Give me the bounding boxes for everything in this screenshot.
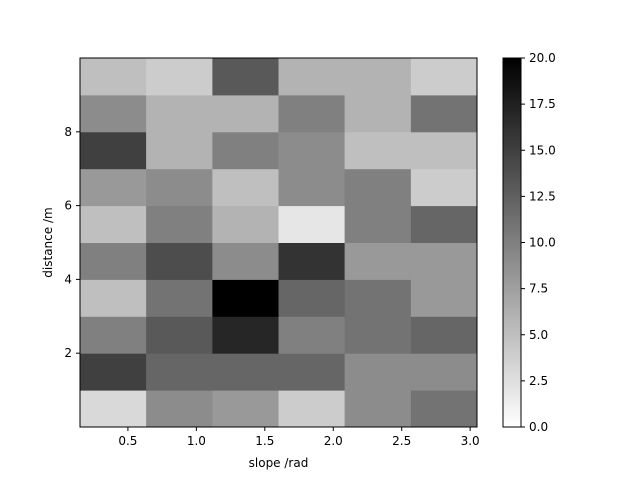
heatmap-cell-r5-c2 [212,205,279,243]
heatmap-cell-r7-c1 [146,131,213,170]
y-tick-label: 2 [64,346,72,360]
x-tick-label: 2.5 [392,434,411,448]
heatmap-cell-r6-c5 [410,168,478,207]
heatmap-cell-r7-c0 [80,131,147,170]
heatmap-cell-r0-c4 [344,390,412,428]
heatmap-cell-r9-c0 [80,58,147,96]
heatmap-cell-r3-c2 [212,279,279,317]
heatmap-cell-r8-c1 [146,94,213,133]
heatmap-cell-r5-c1 [146,205,213,243]
heatmap-cell-r2-c4 [344,316,412,354]
heatmap-cell-r2-c5 [410,316,478,354]
heatmap-cell-r1-c5 [410,353,478,391]
x-tick-label: 3.0 [461,434,480,448]
heatmap-cell-r4-c5 [410,242,478,280]
heatmap-cell-r3-c4 [344,279,412,317]
heatmap-cell-r1-c0 [80,353,147,391]
heatmap-cell-r3-c5 [410,279,478,317]
heatmap-cell-r0-c2 [212,390,279,428]
y-tick-label: 6 [64,199,72,213]
heatmap-cell-r6-c2 [212,168,279,207]
heatmap-cell-r9-c3 [278,58,346,96]
heatmap-cell-r7-c4 [344,131,412,170]
heatmap-cell-r4-c0 [80,242,147,280]
heatmap-cell-r3-c3 [278,279,346,317]
heatmap-cell-r4-c1 [146,242,213,280]
x-tick-label: 1.0 [187,434,206,448]
heatmap-cell-r9-c1 [146,58,213,96]
heatmap-cell-r1-c2 [212,353,279,391]
heatmap-cell-r8-c4 [344,94,412,133]
colorbar-tick-label: 10.0 [529,236,556,250]
heatmap-cell-r6-c0 [80,168,147,207]
heatmap-cell-r2-c3 [278,316,346,354]
heatmap-cell-r9-c5 [410,58,478,96]
heatmap-cell-r5-c0 [80,205,147,243]
heatmap-cell-r5-c5 [410,205,478,243]
x-axis: 0.5 1.0 1.5 2.0 2.5 3.0 [118,427,480,448]
heatmap-cell-r7-c5 [410,131,478,170]
heatmap-cell-r8-c0 [80,94,147,133]
heatmap-cell-r6-c4 [344,168,412,207]
x-axis-label: slope /rad [249,456,309,470]
heatmap-cell-r4-c3 [278,242,346,280]
colorbar-tick-label: 7.5 [529,282,548,296]
colorbar-ticks: 0.0 2.5 5.0 7.5 10.0 12.5 15.0 17.5 20.0 [521,51,556,434]
heatmap-cell-r1-c4 [344,353,412,391]
heatmap-cell-r2-c0 [80,316,147,354]
heatmap-cell-r8-c2 [212,94,279,133]
heatmap-cell-r8-c5 [410,94,478,133]
heatmap-cell-r1-c1 [146,353,213,391]
plot-frame [79,57,478,428]
x-tick-label: 0.5 [118,434,137,448]
y-tick-label: 8 [64,125,72,139]
heatmap-cell-r9-c4 [344,58,412,96]
heatmap-cell-r3-c1 [146,279,213,317]
heatmap-cell-r6-c1 [146,168,213,207]
heatmap-cell-r2-c1 [146,316,213,354]
heatmap-cell-r0-c3 [278,390,346,428]
heatmap-cell-r5-c3 [278,205,346,243]
y-axis: 2 4 6 8 [64,125,80,360]
heatmap-cell-r8-c3 [278,94,346,133]
heatmap-cell-r0-c1 [146,390,213,428]
y-axis-label: distance /m [41,207,55,277]
heatmap-cell-r0-c5 [410,390,478,428]
heatmap-cell-r4-c4 [344,242,412,280]
heatmap-cell-r7-c3 [278,131,346,170]
heatmap-cell-r5-c4 [344,205,412,243]
heatmap-cell-r7-c2 [212,131,279,170]
colorbar-tick-label: 20.0 [529,51,556,65]
x-tick-label: 1.5 [255,434,274,448]
colorbar-tick-label: 17.5 [529,97,556,111]
y-tick-label: 4 [64,272,72,286]
colorbar-gradient [502,57,522,428]
colorbar-tick-label: 5.0 [529,328,548,342]
heatmap-cell-r6-c3 [278,168,346,207]
heatmap-cell-r0-c0 [80,390,147,428]
colorbar-tick-label: 2.5 [529,374,548,388]
heatmap-cells [80,58,478,428]
x-tick-label: 2.0 [324,434,343,448]
colorbar-tick-label: 15.0 [529,143,556,157]
colorbar-tick-label: 0.0 [529,420,548,434]
colorbar-tick-label: 12.5 [529,189,556,203]
heatmap-cell-r9-c2 [212,58,279,96]
heatmap-cell-r2-c2 [212,316,279,354]
heatmap-cell-r3-c0 [80,279,147,317]
colorbar: 0.0 2.5 5.0 7.5 10.0 12.5 15.0 17.5 20.0 [502,51,556,434]
heatmap-cell-r4-c2 [212,242,279,280]
heatmap-cell-r1-c3 [278,353,346,391]
